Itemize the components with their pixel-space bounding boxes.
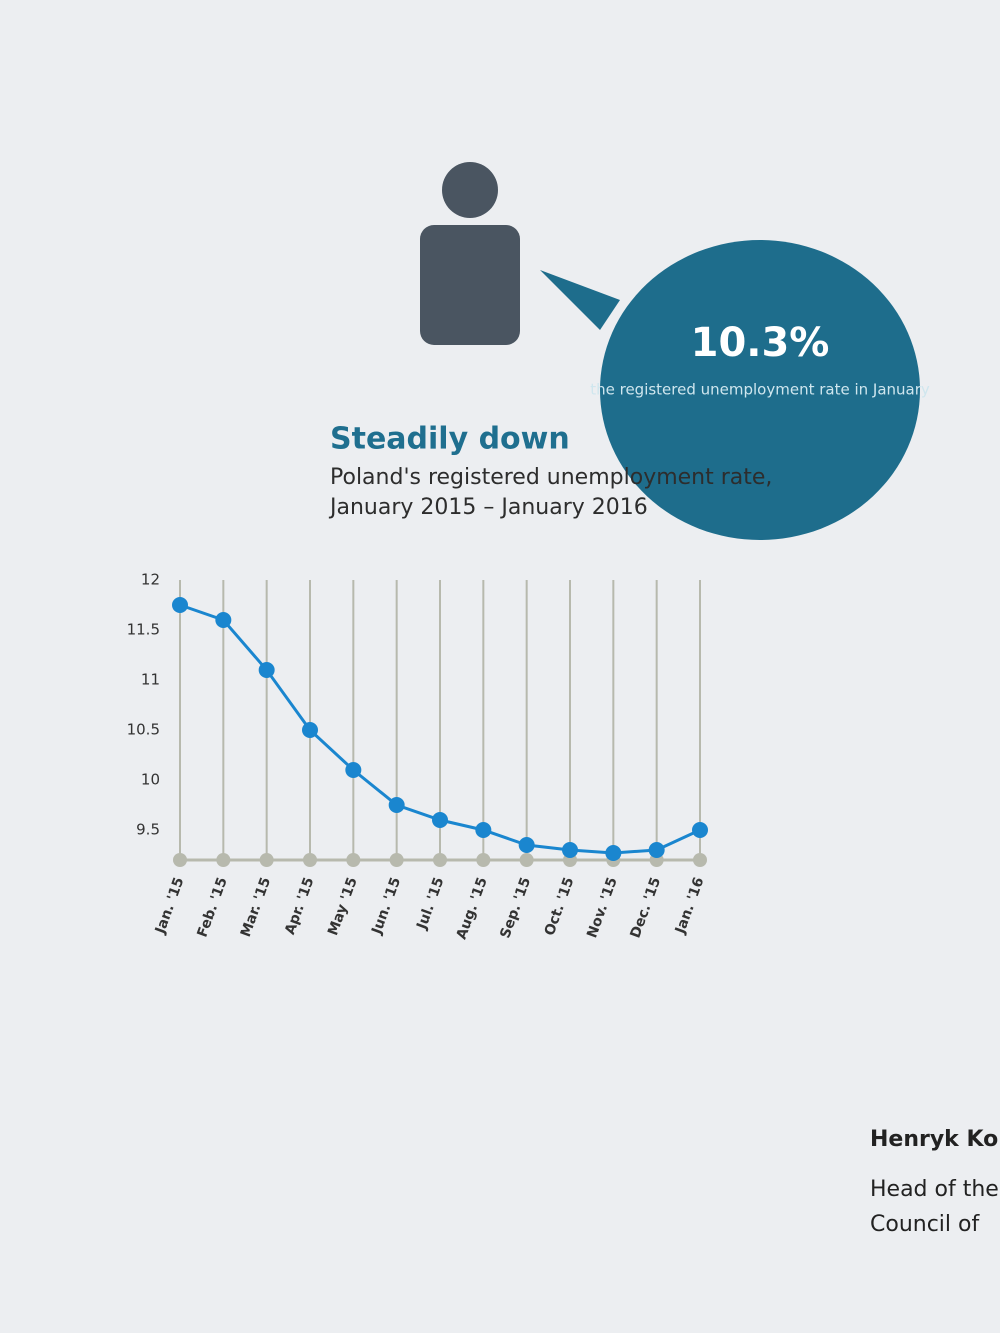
baseline-dot [693,853,707,867]
y-tick-label: 12 [141,571,160,589]
quote-author: Henryk Ko [870,1127,998,1152]
data-point [432,812,448,828]
baseline-dot [303,853,317,867]
person-icon [420,162,520,345]
data-point [648,842,665,858]
data-point [692,822,708,838]
data-point [388,797,405,813]
y-tick-label: 11.5 [127,621,160,639]
chart-subtitle: January 2015 – January 2016 [328,495,648,520]
baseline-dot [173,853,187,867]
callout-tail [540,270,620,330]
baseline-dot [259,853,274,867]
chart-title: Steadily down [330,422,570,457]
data-point [302,722,318,738]
callout-bubble [600,240,920,540]
data-point [562,842,578,858]
data-point [518,837,535,853]
y-tick-label: 10 [141,771,160,789]
callout-value: 10.3% [691,320,830,366]
baseline-dot [346,853,361,867]
baseline-dot [476,853,491,867]
baseline-dot [519,853,534,867]
data-point [345,762,362,778]
baseline-dot [433,853,447,867]
y-tick-label: 11 [141,671,160,689]
baseline-dot [216,853,231,867]
data-point [258,662,275,678]
data-point [605,845,622,861]
y-tick-label: 10.5 [127,721,160,739]
quote-role: Council of [870,1212,980,1237]
quote-role: Head of the [870,1177,999,1202]
data-point [475,822,492,838]
y-tick-label: 9.5 [136,821,160,839]
data-point [215,612,232,628]
chart-subtitle: Poland's registered unemployment rate, [330,465,772,490]
callout-text: the registered unemployment rate in Janu… [590,381,930,399]
baseline-dot [389,853,404,867]
data-point [172,597,188,613]
